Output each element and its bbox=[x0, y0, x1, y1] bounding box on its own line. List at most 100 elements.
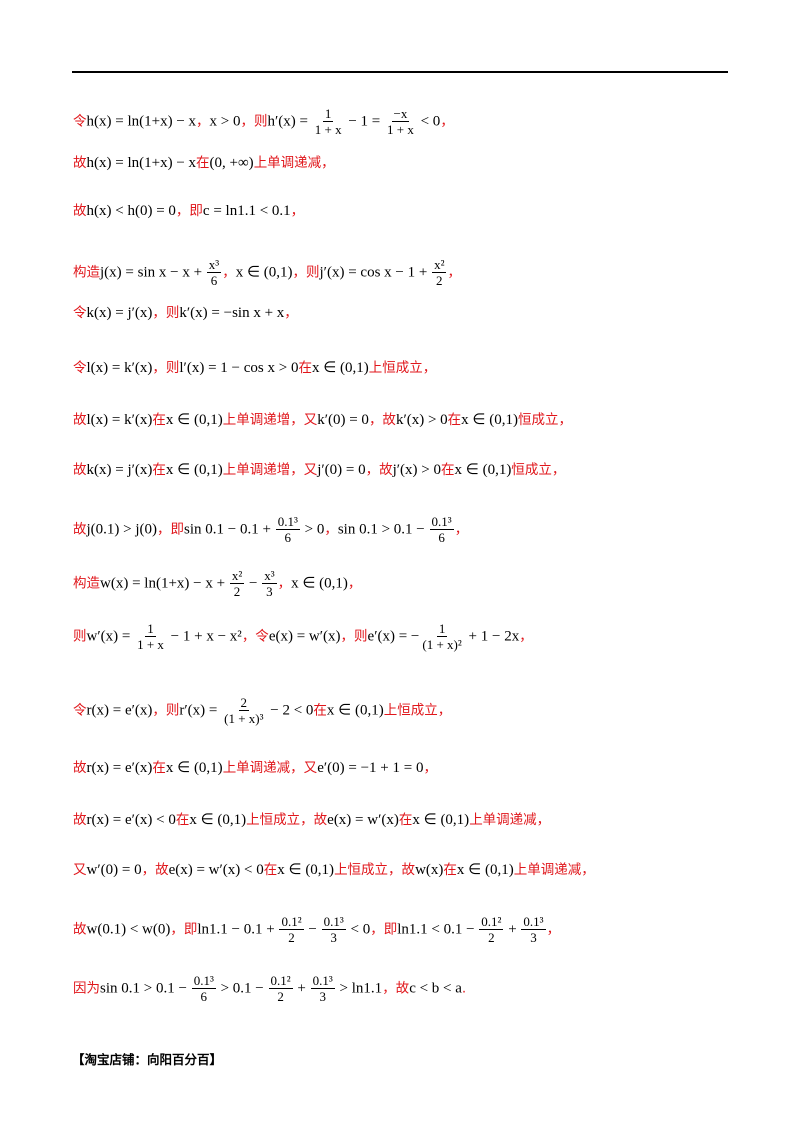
fraction: x² 2 bbox=[229, 568, 245, 599]
fraction: 1 (1 + x)² bbox=[420, 621, 463, 652]
annotation-text: . bbox=[461, 980, 467, 997]
math-expression: j(x) = sin x − x + bbox=[100, 264, 206, 281]
solution-line: 因为sin 0.1 > 0.1 − 0.1³ 6 > 0.1 − 0.1² 2 + … bbox=[73, 973, 466, 1004]
annotation-text: 上单调递增，又 bbox=[222, 462, 318, 478]
math-expression: > ln1.1 bbox=[335, 980, 383, 997]
fraction: 0.1³ 3 bbox=[321, 914, 346, 945]
annotation-text: ， bbox=[277, 575, 292, 592]
annotation-text: 上恒成立，故 bbox=[334, 862, 416, 878]
fraction-numerator: 0.1³ bbox=[429, 514, 454, 530]
math-expression: − 2 < 0 bbox=[266, 702, 314, 719]
fraction-denominator: 2 bbox=[288, 930, 295, 945]
solution-line: 故k(x) = j′(x)在x ∈ (0,1)上单调递增，又j′(0) = 0，… bbox=[73, 460, 565, 480]
annotation-text: ， bbox=[454, 521, 469, 538]
annotation-text: ， bbox=[440, 113, 454, 130]
fraction-denominator: 1 + x bbox=[387, 122, 414, 137]
math-expression: r(x) = e′(x) bbox=[86, 702, 153, 719]
annotation-text: ，令 bbox=[241, 628, 269, 645]
math-expression: x ∈ (0,1) bbox=[189, 812, 247, 828]
solution-line: 故h(x) = ln(1+x) − x在(0, +∞)上单调递减， bbox=[73, 153, 335, 173]
annotation-text: 故 bbox=[73, 412, 87, 428]
annotation-text: ， bbox=[324, 521, 338, 538]
annotation-text: ，则 bbox=[152, 360, 180, 376]
fraction-numerator: 0.1² bbox=[479, 914, 504, 930]
math-expression: k(x) = j′(x) bbox=[86, 462, 153, 478]
fraction: 0.1³ 6 bbox=[275, 514, 300, 545]
math-expression: r(x) = e′(x) bbox=[86, 760, 153, 776]
solution-line: 故w(0.1) < w(0)，即ln1.1 − 0.1 + 0.1² 2 − 0.… bbox=[73, 914, 560, 945]
annotation-text: 令 bbox=[73, 702, 87, 719]
fraction-numerator: 2 bbox=[238, 695, 250, 711]
annotation-text: ，故 bbox=[368, 412, 396, 428]
fraction-numerator: 0.1³ bbox=[321, 914, 346, 930]
math-expression: h(x) = ln(1+x) − x bbox=[86, 113, 197, 130]
annotation-text: 在 bbox=[313, 702, 327, 719]
annotation-text: 则 bbox=[73, 628, 87, 645]
math-expression: x ∈ (0,1) bbox=[454, 462, 512, 478]
fraction: 0.1² 2 bbox=[279, 914, 304, 945]
solution-line: 令r(x) = e′(x)，则r′(x) = 2 (1 + x)³ − 2 < 0… bbox=[73, 695, 451, 726]
annotation-text: 在 bbox=[398, 812, 413, 828]
fraction-denominator: 1 + x bbox=[137, 637, 164, 652]
fraction-denominator: 6 bbox=[284, 530, 292, 545]
fraction-numerator: x³ bbox=[206, 257, 222, 273]
solution-line: 故l(x) = k′(x)在x ∈ (0,1)上单调递增，又k′(0) = 0，… bbox=[73, 410, 572, 430]
annotation-text: ， bbox=[423, 760, 437, 776]
math-expression: l′(x) = 1 − cos x > 0 bbox=[179, 360, 299, 376]
annotation-text: 恒成立， bbox=[517, 412, 572, 428]
fraction-denominator: (1 + x)³ bbox=[224, 711, 264, 726]
math-expression: − bbox=[304, 921, 321, 938]
math-expression: e(x) = w′(x) bbox=[327, 812, 399, 828]
annotation-text: ， bbox=[222, 264, 236, 281]
annotation-text: ，故 bbox=[365, 462, 393, 478]
solution-line: 令k(x) = j′(x)，则k′(x) = −sin x + x， bbox=[73, 303, 298, 323]
solution-line: 构造w(x) = ln(1+x) − x + x² 2 − x³ 3 ，x ∈ (0,… bbox=[73, 568, 361, 599]
math-expression: − 1 = bbox=[344, 113, 384, 130]
annotation-text: 上单调递增，又 bbox=[222, 412, 318, 428]
fraction: −x 1 + x bbox=[385, 106, 416, 137]
math-expression: + 1 − 2x bbox=[464, 628, 520, 645]
math-expression: k(x) = j′(x) bbox=[86, 305, 153, 321]
math-expression: ln1.1 − 0.1 + bbox=[197, 921, 279, 938]
annotation-text: 在 bbox=[152, 760, 166, 776]
solution-line: 故r(x) = e′(x)在x ∈ (0,1)上单调递减，又e′(0) = −1… bbox=[73, 758, 437, 778]
annotation-text: 因为 bbox=[73, 980, 100, 997]
fraction: 2 (1 + x)³ bbox=[222, 695, 265, 726]
annotation-text: 上单调递减， bbox=[513, 862, 595, 878]
annotation-text: 上单调递减， bbox=[253, 155, 335, 171]
math-expression: < 0 bbox=[416, 113, 441, 130]
annotation-text: 在 bbox=[152, 462, 166, 478]
math-expression: l(x) = k′(x) bbox=[86, 360, 153, 376]
annotation-text: 故 bbox=[73, 155, 87, 171]
math-expression: j′(x) = cos x − 1 + bbox=[319, 264, 432, 281]
solution-line: 构造j(x) = sin x − x + x³ 6 ，x ∈ (0,1)，则j′(x… bbox=[73, 257, 461, 288]
annotation-text: 在 bbox=[152, 412, 166, 428]
math-expression: h(x) < h(0) = 0 bbox=[86, 203, 176, 219]
fraction: 0.1² 2 bbox=[268, 973, 293, 1004]
math-expression: x ∈ (0,1) bbox=[165, 412, 223, 428]
annotation-text: ，则 bbox=[152, 305, 180, 321]
annotation-text: 上单调递减，又 bbox=[222, 760, 318, 776]
annotation-text: 令 bbox=[73, 360, 87, 376]
solution-line: 故j(0.1) > j(0)，即sin 0.1 − 0.1 + 0.1³ 6 > … bbox=[73, 514, 468, 545]
math-expression: l(x) = k′(x) bbox=[86, 412, 153, 428]
annotation-text: 上恒成立， bbox=[368, 360, 437, 376]
math-expression: c < b < a bbox=[409, 980, 462, 997]
annotation-text: ，即 bbox=[370, 921, 398, 938]
annotation-text: ， bbox=[290, 203, 305, 219]
annotation-text: 在 bbox=[447, 412, 462, 428]
annotation-text: 故 bbox=[73, 203, 87, 219]
math-expression: j′(0) = 0 bbox=[317, 462, 366, 478]
annotation-text: 在 bbox=[196, 155, 210, 171]
annotation-text: ， bbox=[196, 113, 210, 130]
math-expression: x ∈ (0,1) bbox=[165, 462, 223, 478]
math-expression: − bbox=[245, 575, 262, 592]
fraction-denominator: 6 bbox=[438, 530, 445, 545]
math-expression: < 0 bbox=[346, 921, 371, 938]
math-expression: h(x) = ln(1+x) − x bbox=[86, 155, 197, 171]
math-expression: + bbox=[293, 980, 310, 997]
annotation-text: 构造 bbox=[73, 264, 100, 281]
annotation-text: 在 bbox=[175, 812, 190, 828]
